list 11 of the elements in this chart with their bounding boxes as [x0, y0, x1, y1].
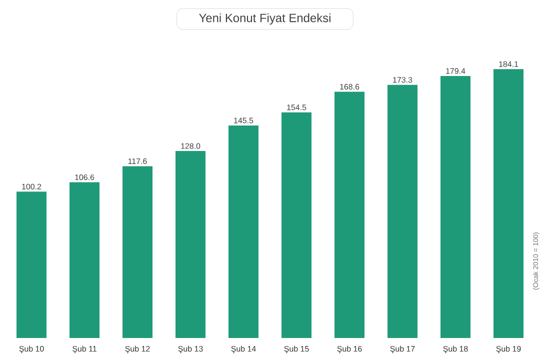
- bar: [16, 192, 47, 338]
- bar: [493, 69, 524, 338]
- bar: [70, 182, 100, 338]
- bar: [282, 112, 312, 338]
- bar: [440, 76, 470, 338]
- bar: [122, 166, 153, 338]
- bar: [334, 92, 364, 338]
- bar: [176, 151, 206, 338]
- bar: [387, 85, 418, 338]
- bar: [228, 126, 258, 338]
- chart-title: Yeni Konut Fiyat Endeksi: [199, 14, 330, 25]
